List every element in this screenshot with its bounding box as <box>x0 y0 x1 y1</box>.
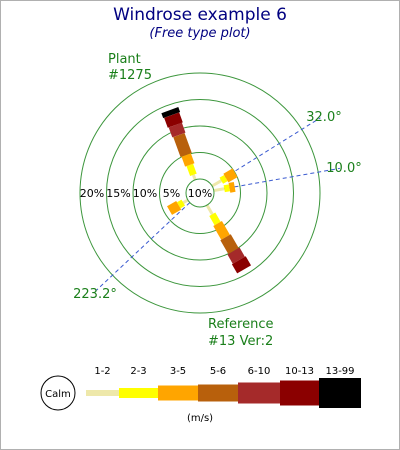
center-label: 10% <box>188 187 212 200</box>
annotation-plant-id: #1275 <box>108 68 152 83</box>
arm-340-segment-3-5 <box>181 153 195 167</box>
arm-60-segment-2-3 <box>219 175 228 184</box>
arm-340-segment-10-13 <box>164 112 183 128</box>
legend-label-2-3: 2-3 <box>130 366 146 377</box>
arm-80-segment-3-5 <box>228 181 236 193</box>
legend: Calm (m/s) 1-2 2-3 3-5 5-6 6-10 10-13 13-99 <box>40 366 361 424</box>
chart-title: Windrose example 6 <box>113 5 287 25</box>
direction-lines <box>96 117 340 291</box>
radial-labels: 20% 15% 10% 5% <box>80 187 180 200</box>
annotation-reference: Reference <box>208 317 273 332</box>
legend-label-1-2: 1-2 <box>94 366 110 377</box>
direction-line-1 <box>213 167 340 192</box>
radial-label-20: 20% <box>80 187 104 200</box>
annotation-plant: Plant <box>108 52 141 67</box>
legend-label-6-10: 6-10 <box>248 366 271 377</box>
wind-arm-240 <box>167 198 189 215</box>
grid-circle-5 <box>159 152 241 234</box>
wind-arm-340 <box>161 107 197 181</box>
legend-swatch-6-10 <box>238 382 280 404</box>
arm-150-segment-2-3 <box>209 212 221 226</box>
grid-circle-20 <box>79 72 321 314</box>
legend-label-13-99: 13-99 <box>325 366 354 377</box>
grid-circle-10 <box>132 125 268 261</box>
legend-label-10-13: 10-13 <box>285 366 314 377</box>
legend-swatch-3-5 <box>158 385 198 401</box>
calm-label: Calm <box>45 389 71 400</box>
radial-label-15: 15% <box>106 187 130 200</box>
grid-circle-15 <box>106 99 294 287</box>
arm-60-segment-1-2 <box>211 179 223 188</box>
center-circle <box>185 178 215 208</box>
arm-150-segment-3-5 <box>213 220 230 240</box>
radial-label-5: 5% <box>163 187 180 200</box>
legend-swatch-1-2 <box>86 390 119 396</box>
wind-arm-60 <box>211 168 238 188</box>
arm-150-segment-10-13 <box>231 256 252 274</box>
radial-label-10: 10% <box>133 187 157 200</box>
direction-label-2: 223.2° <box>73 287 117 302</box>
direction-labels: 32.0° 10.0° 223.2° <box>73 110 362 302</box>
unit-label: (m/s) <box>187 413 213 424</box>
arm-80-segment-2-3 <box>223 184 231 193</box>
calm-circle <box>40 375 76 411</box>
wind-arm-80 <box>213 181 236 193</box>
arm-150-segment-1-2 <box>205 204 214 216</box>
arm-340-segment-2-3 <box>186 163 197 177</box>
legend-swatch-2-3 <box>119 388 158 398</box>
arm-240-segment-1-2 <box>182 198 189 204</box>
chart-subtitle: (Free type plot) <box>149 26 251 41</box>
legend-swatch-10-13 <box>280 380 319 406</box>
grid-circles <box>79 72 321 314</box>
arm-80-segment-1-2 <box>213 187 225 193</box>
arm-150-segment-5-6 <box>220 234 239 255</box>
legend-label-5-6: 5-6 <box>210 366 226 377</box>
legend-label-3-5: 3-5 <box>170 366 186 377</box>
arm-340-segment-13-99 <box>161 107 181 119</box>
wind-arm-150 <box>205 204 252 274</box>
arm-60-segment-3-5 <box>223 168 238 183</box>
arm-240-segment-3-5 <box>167 200 182 215</box>
annotation-reference-version: #13 Ver:2 <box>208 334 273 349</box>
wind-arms <box>161 107 252 274</box>
arm-150-segment-6-10 <box>227 247 245 264</box>
direction-label-0: 32.0° <box>306 110 341 125</box>
arm-340-segment-5-6 <box>173 132 192 157</box>
arm-340-segment-6-10 <box>168 122 186 138</box>
direction-label-1: 10.0° <box>326 161 361 176</box>
arm-240-segment-2-3 <box>176 199 186 209</box>
legend-swatch-13-99 <box>319 378 361 408</box>
direction-line-2 <box>96 202 191 291</box>
arm-340-segment-1-2 <box>191 174 197 181</box>
legend-swatch-5-6 <box>198 384 238 402</box>
